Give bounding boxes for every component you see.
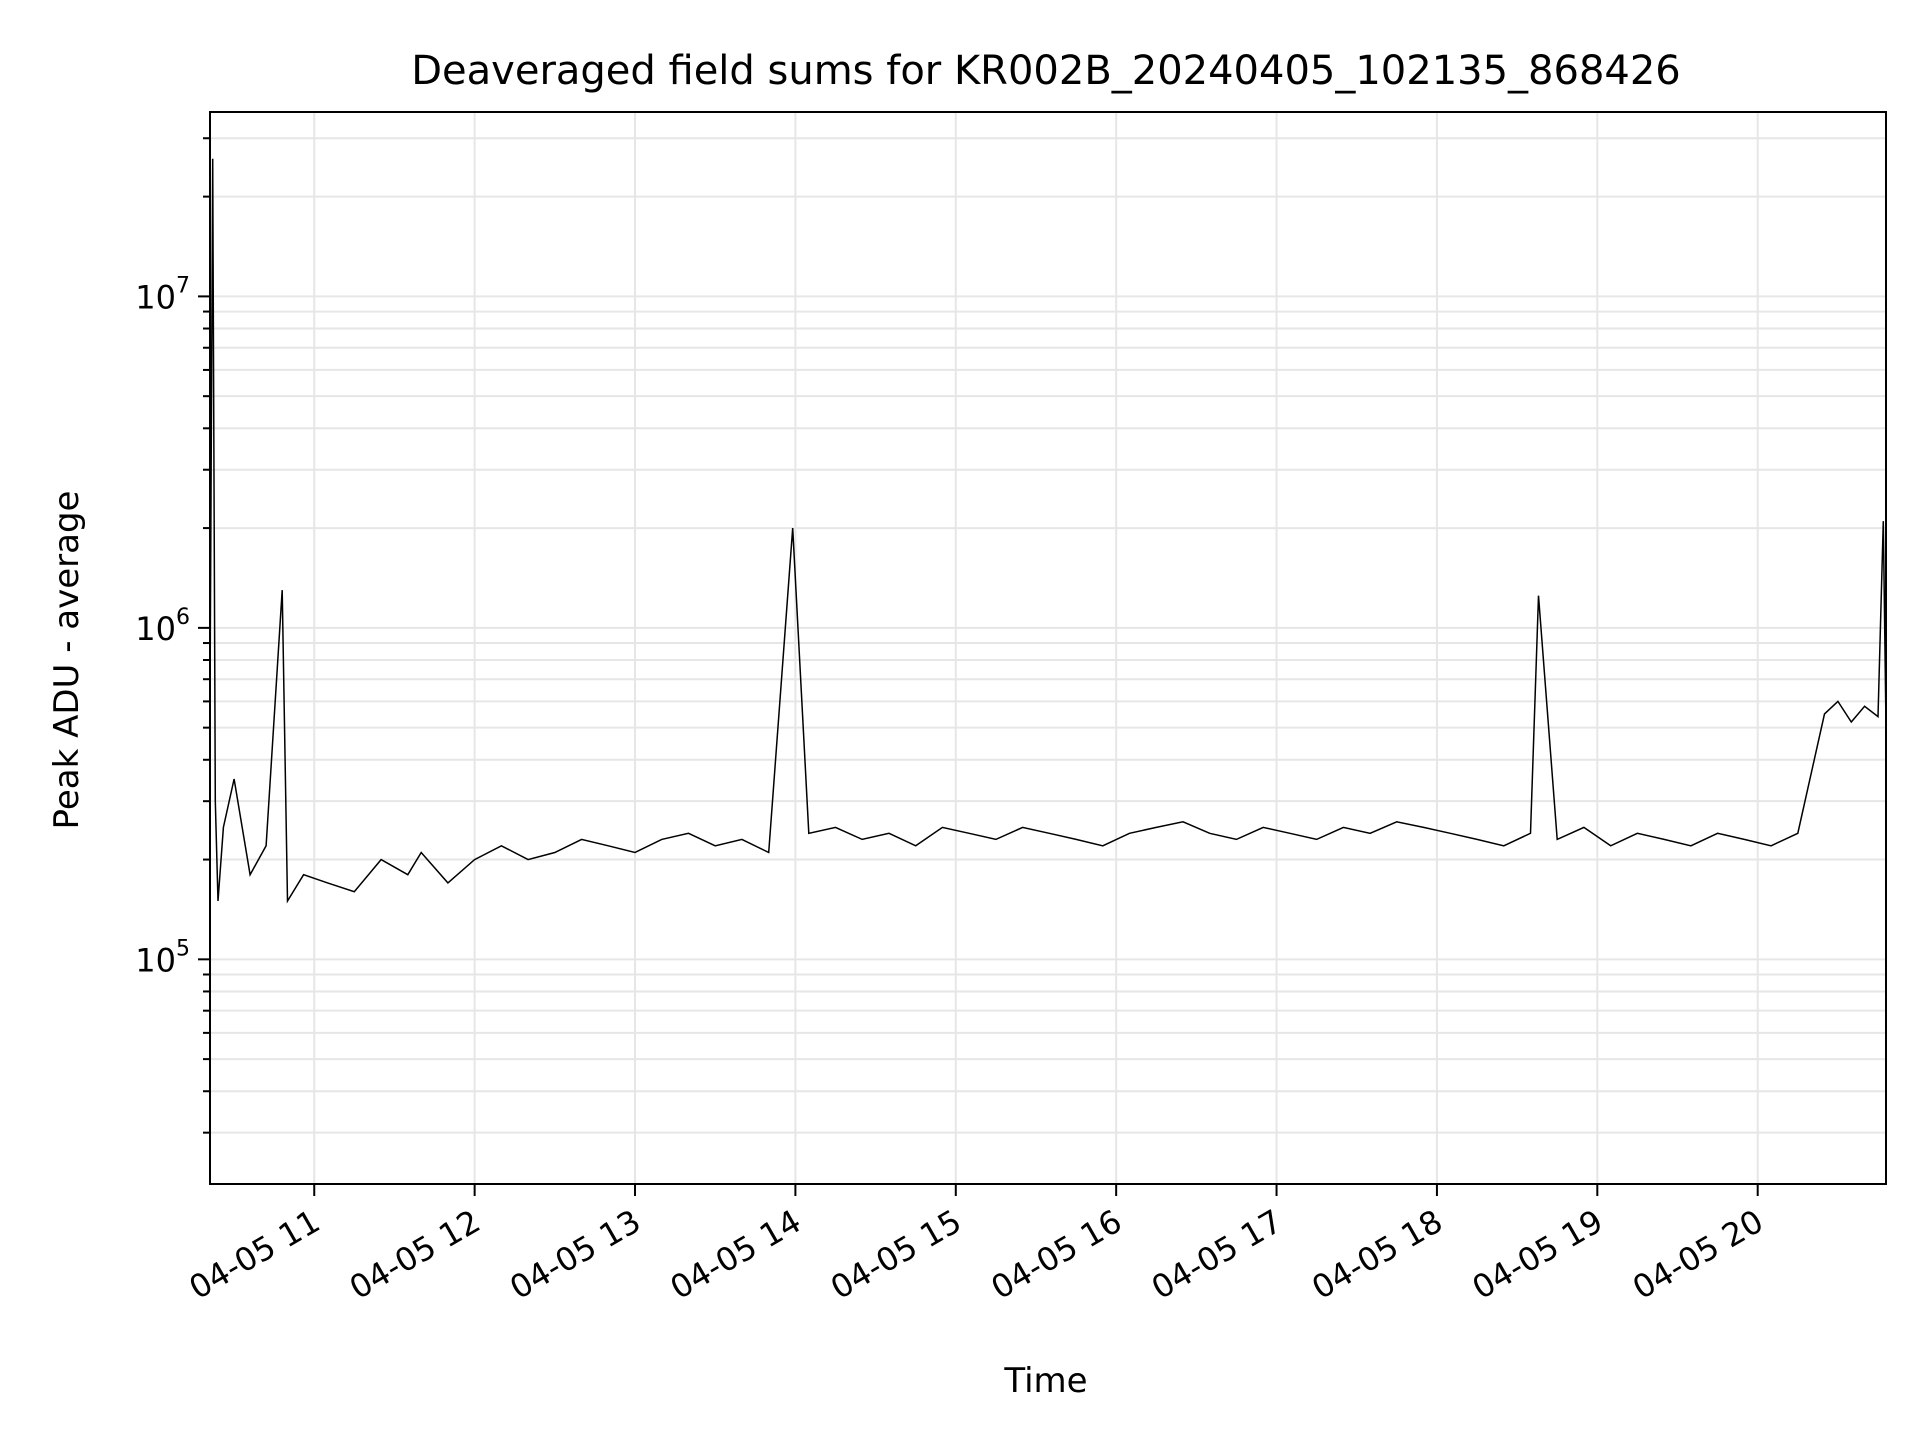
- series-line: [210, 158, 1886, 904]
- series-polyline: [210, 158, 1886, 904]
- y-axis-ticks: 105 106 107: [135, 137, 210, 1134]
- chart-title: Deaveraged field sums for KR002B_2024040…: [411, 48, 1681, 94]
- y-tick-label: 106: [135, 605, 190, 648]
- x-axis-label: Time: [1003, 1361, 1087, 1401]
- y-tick-label: 105: [135, 936, 190, 979]
- y-tick-label: 107: [135, 273, 190, 316]
- plot-frame: [209, 111, 1887, 1185]
- grid: [210, 112, 1886, 1184]
- y-axis-label: Peak ADU - average: [47, 491, 87, 830]
